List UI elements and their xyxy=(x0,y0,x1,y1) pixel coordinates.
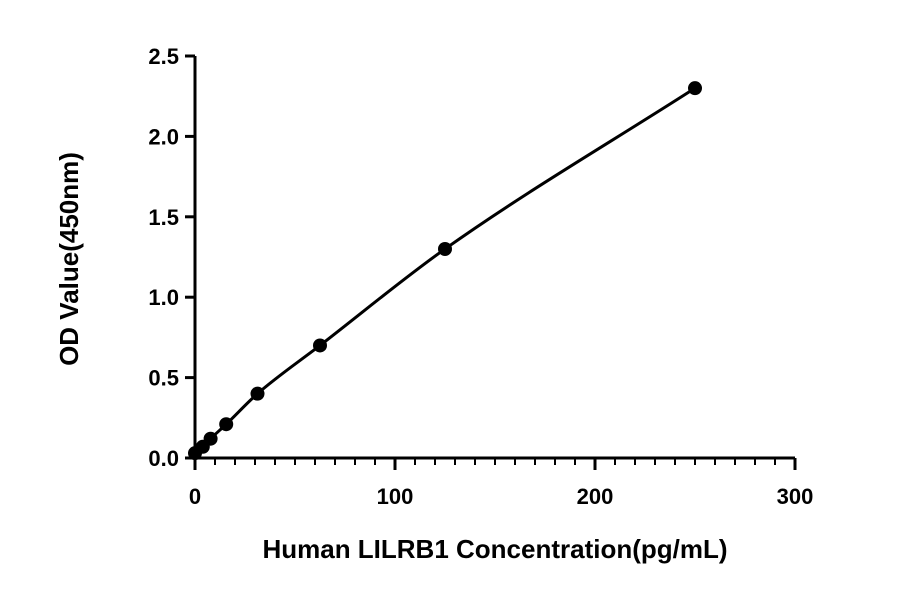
y-tick-label: 1.0 xyxy=(148,285,179,310)
data-point xyxy=(250,386,265,401)
y-tick-label: 1.5 xyxy=(148,205,179,230)
plot-area xyxy=(188,81,702,461)
y-tick-label: 0.5 xyxy=(148,366,179,391)
x-tick-label: 100 xyxy=(377,484,414,509)
x-tick-label: 200 xyxy=(577,484,614,509)
data-point xyxy=(219,417,234,432)
data-point xyxy=(688,81,702,96)
x-tick-label: 300 xyxy=(777,484,814,509)
y-axis-title: OD Value(450nm) xyxy=(54,152,84,366)
data-point xyxy=(203,431,218,446)
fit-curve xyxy=(194,86,696,455)
x-axis-title: Human LILRB1 Concentration(pg/mL) xyxy=(262,534,727,564)
data-point xyxy=(438,241,452,256)
y-tick-label: 2.5 xyxy=(148,44,179,69)
data-point xyxy=(313,338,327,353)
x-axis: 0 100 200 300 xyxy=(187,456,814,509)
y-tick-label: 0.0 xyxy=(148,446,179,471)
y-tick-label: 2.0 xyxy=(148,124,179,149)
x-tick-label: 0 xyxy=(189,484,201,509)
y-axis: 0.0 0.5 1.0 1.5 2.0 2.5 xyxy=(148,44,197,471)
